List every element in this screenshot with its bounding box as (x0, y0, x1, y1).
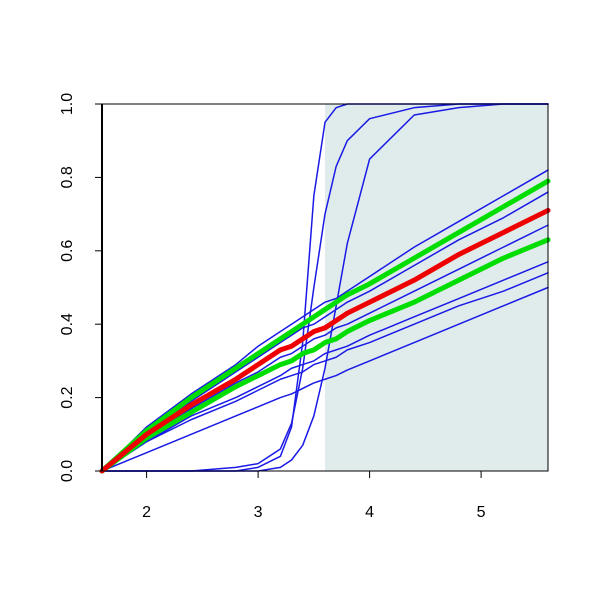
series-line (101, 261, 549, 472)
series-line (101, 286, 549, 472)
x-tick-label: 5 (477, 504, 486, 521)
axes-layer: 2 3 4 5 0.0 0.2 0.4 0.6 0.8 1.0 (59, 93, 549, 521)
series-line (99, 178, 551, 474)
series-line (101, 103, 549, 472)
series-line (101, 272, 549, 472)
y-tick-label: 1.0 (59, 93, 76, 115)
x-tick-label: 2 (142, 504, 151, 521)
series-line (101, 169, 549, 472)
y-tick-label: 0.8 (59, 166, 76, 188)
x-tick-label: 4 (365, 504, 374, 521)
y-tick-label: 0.6 (59, 240, 76, 262)
y-tick-label: 0.2 (59, 386, 76, 408)
series-line (99, 207, 551, 474)
series-line (99, 237, 551, 474)
series-line (101, 224, 549, 472)
x-tick-label: 3 (254, 504, 263, 521)
y-tick-label: 0.4 (59, 313, 76, 335)
series-line (101, 191, 549, 472)
y-tick-label: 0.0 (59, 460, 76, 482)
